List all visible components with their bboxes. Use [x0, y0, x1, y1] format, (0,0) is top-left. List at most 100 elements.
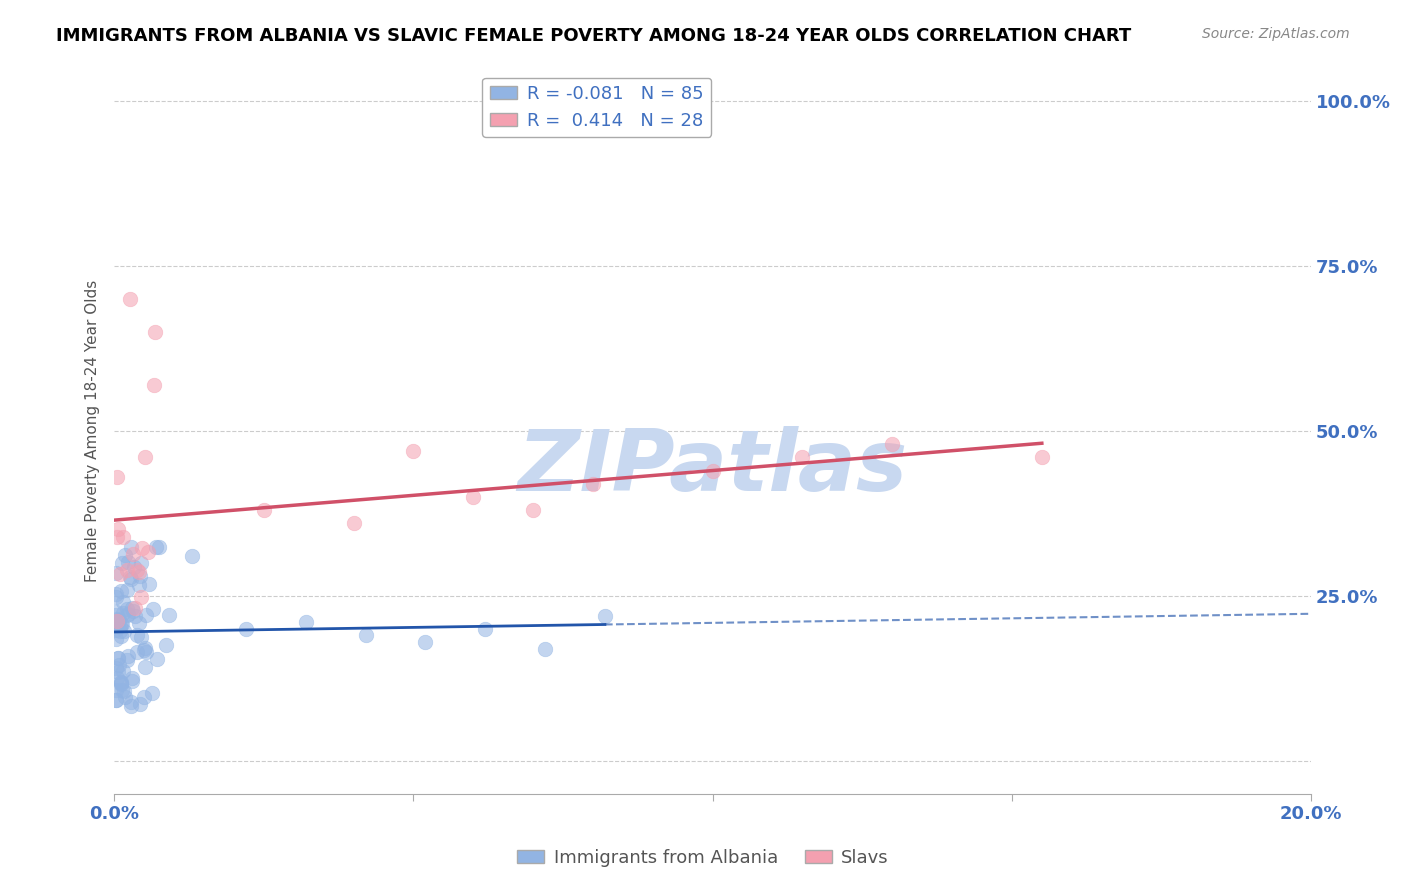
Point [135, 607, 157, 622]
Point [107, 651, 129, 665]
Point [112, 683, 135, 698]
Point [121, 601, 143, 615]
Text: ZIPatlas: ZIPatlas [517, 425, 908, 508]
Point [792, 450, 814, 465]
Point [129, 590, 152, 604]
Point [122, 547, 145, 561]
Point [122, 604, 145, 618]
Point [107, 651, 129, 665]
Point [1031, 450, 1053, 465]
Text: IMMIGRANTS FROM ALBANIA VS SLAVIC FEMALE POVERTY AMONG 18-24 YEAR OLDS CORRELATI: IMMIGRANTS FROM ALBANIA VS SLAVIC FEMALE… [56, 27, 1132, 45]
Point [104, 590, 127, 604]
Point [111, 557, 134, 571]
Point [134, 640, 156, 655]
Point [136, 544, 159, 558]
Point [882, 437, 904, 451]
Point [111, 664, 134, 678]
Point [104, 661, 127, 675]
Text: Source: ZipAtlas.com: Source: ZipAtlas.com [1202, 27, 1350, 41]
Point [104, 605, 127, 619]
Point [108, 613, 131, 627]
Point [128, 565, 150, 579]
Point [121, 673, 143, 688]
Point [129, 569, 152, 583]
Point [105, 692, 128, 706]
Point [354, 628, 377, 642]
Point [108, 567, 131, 582]
Point [124, 609, 146, 624]
Point [112, 595, 135, 609]
Point [128, 697, 150, 711]
Point [134, 660, 156, 674]
Point [110, 619, 132, 633]
Point [104, 586, 127, 600]
Point [253, 503, 276, 517]
Legend: Immigrants from Albania, Slavs: Immigrants from Albania, Slavs [510, 842, 896, 874]
Point [127, 645, 149, 659]
Point [534, 641, 557, 656]
Point [107, 665, 129, 679]
Point [120, 292, 142, 306]
Point [110, 624, 132, 638]
Point [135, 645, 157, 659]
Point [146, 651, 169, 665]
Point [131, 541, 153, 556]
Point [115, 582, 138, 597]
Point [107, 657, 129, 672]
Point [235, 622, 257, 636]
Point [125, 628, 148, 642]
Point [132, 643, 155, 657]
Point [112, 624, 135, 639]
Point [114, 549, 136, 563]
Point [145, 540, 167, 554]
Point [111, 606, 134, 620]
Point [117, 648, 139, 663]
Point [138, 577, 160, 591]
Point [105, 614, 128, 628]
Legend: R = -0.081   N = 85, R =  0.414   N = 28: R = -0.081 N = 85, R = 0.414 N = 28 [482, 78, 711, 137]
Point [522, 503, 544, 517]
Point [110, 674, 132, 689]
Point [105, 470, 128, 484]
Point [128, 578, 150, 592]
Point [107, 522, 129, 536]
Point [120, 572, 142, 586]
Point [141, 686, 163, 700]
Point [110, 584, 132, 599]
Point [155, 638, 177, 652]
Point [114, 690, 136, 704]
Point [134, 690, 156, 705]
Point [107, 671, 129, 685]
Point [128, 616, 150, 631]
Point [120, 570, 142, 584]
Point [115, 653, 138, 667]
Point [121, 672, 143, 686]
Point [702, 464, 724, 478]
Point [104, 683, 127, 698]
Point [115, 602, 138, 616]
Point [110, 628, 132, 642]
Point [111, 531, 134, 545]
Point [143, 378, 166, 392]
Point [129, 631, 152, 645]
Point [117, 555, 139, 569]
Point [402, 443, 425, 458]
Point [593, 608, 616, 623]
Point [117, 608, 139, 623]
Point [125, 563, 148, 577]
Point [104, 608, 127, 623]
Point [120, 695, 142, 709]
Point [415, 635, 437, 649]
Point [474, 622, 496, 636]
Point [124, 560, 146, 574]
Y-axis label: Female Poverty Among 18-24 Year Olds: Female Poverty Among 18-24 Year Olds [86, 280, 100, 582]
Point [117, 564, 139, 578]
Point [110, 676, 132, 690]
Point [104, 566, 127, 580]
Point [582, 476, 605, 491]
Point [342, 516, 364, 531]
Point [148, 540, 170, 554]
Point [104, 693, 127, 707]
Point [142, 602, 165, 616]
Point [157, 607, 180, 622]
